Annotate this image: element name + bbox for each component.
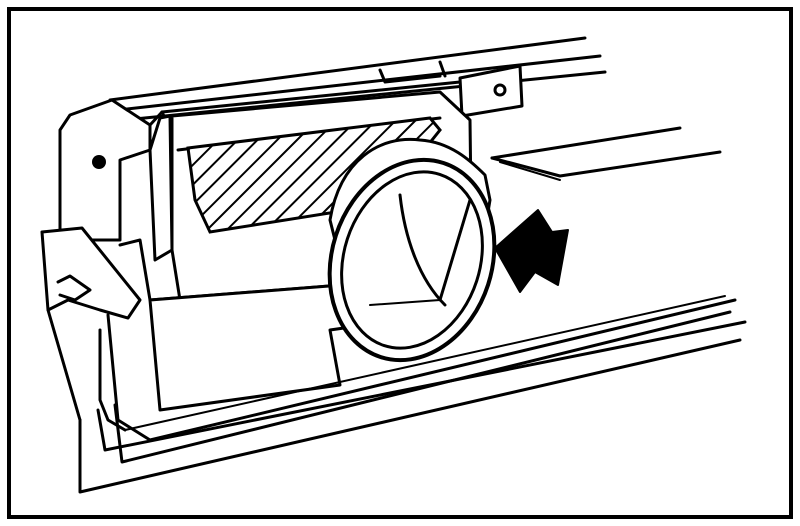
mounting-bracket [458,64,524,118]
dashboard-trim [78,295,747,494]
housing-hole [92,155,106,169]
mounting-hole [493,83,507,97]
left-tab [40,226,142,422]
right-shelf [490,126,722,181]
figure-frame [7,7,793,519]
round-vent-outlet [327,137,497,363]
pointer-arrow-icon [494,209,569,293]
